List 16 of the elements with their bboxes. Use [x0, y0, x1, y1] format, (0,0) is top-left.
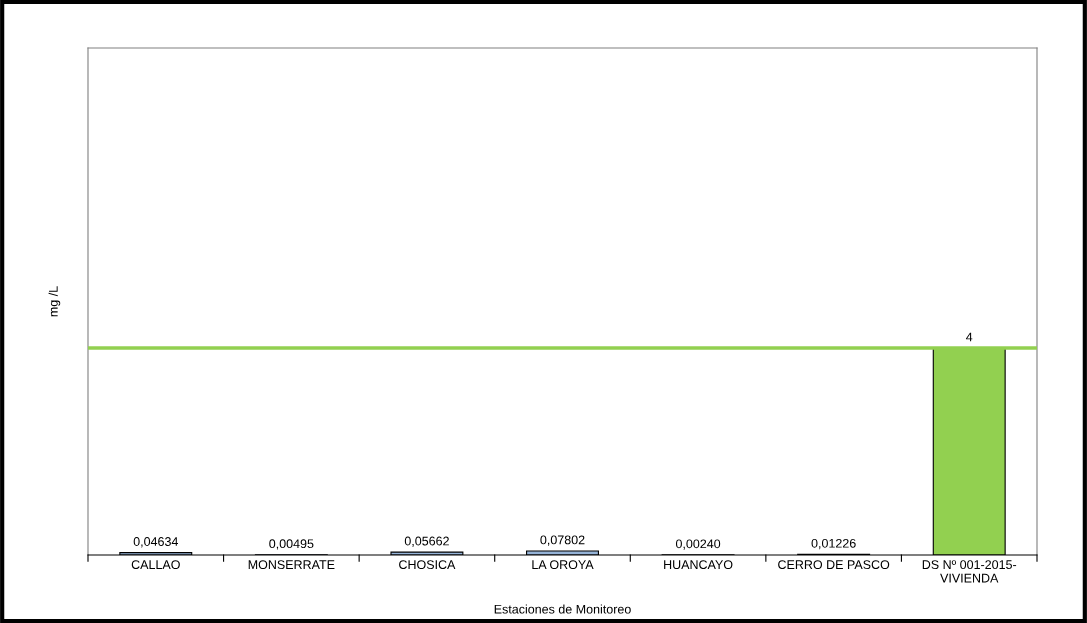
x-tick-label: LA OROYA [532, 560, 594, 570]
x-tick-label: CERRO DE PASCO [778, 560, 890, 570]
data-label: 0,05662 [404, 536, 449, 547]
x-tick-label: MONSERRATE [248, 560, 335, 570]
x-tick-label: HUANCAYO [664, 560, 733, 570]
data-label: 0,00495 [269, 539, 314, 550]
data-label: 0,00240 [675, 539, 721, 550]
x-tick-label: DS Nº 001-2015- VIVIENDA [922, 560, 1017, 583]
data-label: 0,07802 [540, 535, 585, 546]
x-tick-label: CALLAO [131, 560, 180, 570]
data-label: 0,01226 [811, 538, 856, 550]
x-axis-title: Estaciones de Monitoreo [494, 604, 631, 614]
data-label: 4 [966, 332, 973, 342]
y-axis-title: mg /L [48, 286, 61, 317]
x-tick-label: CHOSICA [399, 560, 456, 570]
data-label: 0,04634 [133, 537, 179, 548]
